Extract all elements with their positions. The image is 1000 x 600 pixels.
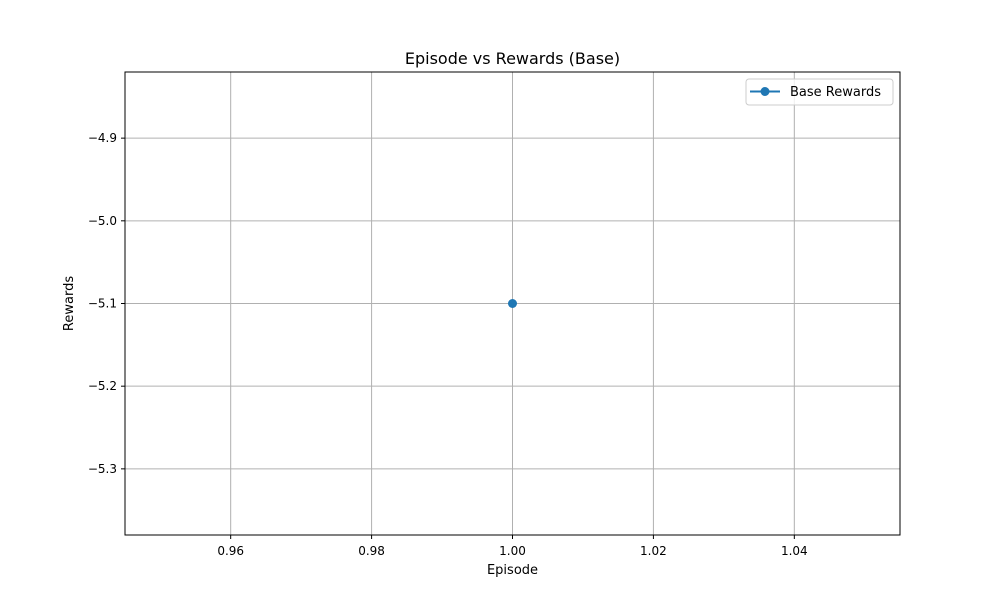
series-layer: [508, 299, 517, 308]
x-tick-label: 1.04: [781, 544, 808, 558]
y-tick-label: −5.2: [88, 379, 117, 393]
y-tick-label: −5.3: [88, 462, 117, 476]
x-axis-label: Episode: [487, 563, 538, 578]
x-tick-label: 1.02: [640, 544, 667, 558]
y-axis-label: Rewards: [62, 276, 77, 331]
y-tick-label: −5.0: [88, 214, 117, 228]
legend-label: Base Rewards: [790, 85, 881, 100]
x-axis-ticks: 0.96 0.98 1.00 1.02 1.04: [217, 535, 808, 558]
y-tick-label: −5.1: [88, 297, 117, 311]
legend-marker-swatch: [760, 87, 770, 96]
x-tick-label: 0.98: [358, 544, 385, 558]
data-point: [508, 299, 517, 308]
x-tick-label: 1.00: [499, 544, 526, 558]
legend: Base Rewards: [745, 78, 894, 106]
y-tick-label: −4.9: [88, 131, 117, 145]
chart-title: Episode vs Rewards (Base): [405, 49, 620, 68]
x-tick-label: 0.96: [217, 544, 244, 558]
legend-box: [745, 78, 894, 106]
y-axis-ticks: −4.9 −5.0 −5.1 −5.2 −5.3: [88, 131, 125, 476]
